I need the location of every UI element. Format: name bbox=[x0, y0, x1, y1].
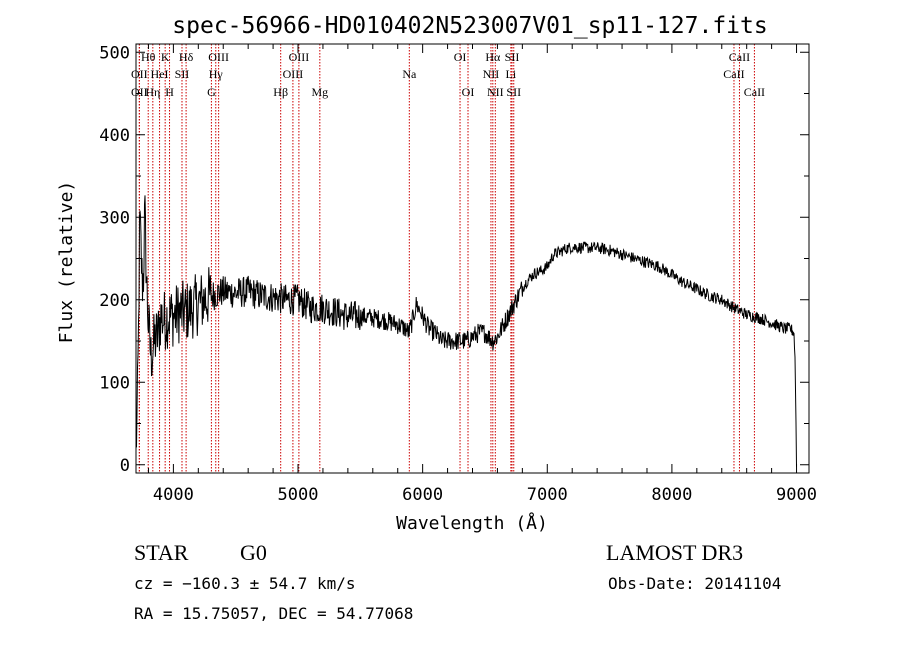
spectral-line-label: OI bbox=[462, 85, 475, 99]
spectral-line-label: SII bbox=[175, 67, 190, 81]
spectral-line-label: OIII bbox=[283, 67, 304, 81]
x-tick-label: 4000 bbox=[153, 485, 194, 505]
y-tick-label: 400 bbox=[99, 126, 130, 146]
x-axis-ticks: 4000 5000 6000 7000 8000 9000 bbox=[147, 44, 817, 505]
spectral-line-label: Li bbox=[506, 67, 517, 81]
y-axis-ticks: 0 100 200 300 400 500 bbox=[99, 43, 809, 476]
spectral-line-label: SII bbox=[505, 50, 520, 64]
spectral-line-label: OIII bbox=[289, 50, 310, 64]
y-tick-label: 100 bbox=[99, 373, 130, 393]
y-tick-label: 200 bbox=[99, 291, 130, 311]
spectral-line-label: Na bbox=[402, 67, 417, 81]
spectral-line-label: OIII bbox=[208, 50, 229, 64]
spectral-line-label: CaII bbox=[744, 85, 765, 99]
x-tick-label: 6000 bbox=[402, 485, 443, 505]
object-class: STAR bbox=[134, 540, 189, 565]
chart-title: spec-56966-HD010402N523007V01_sp11-127.f… bbox=[172, 13, 767, 39]
spectral-line-label: NII bbox=[487, 85, 504, 99]
x-tick-label: 5000 bbox=[278, 485, 319, 505]
y-tick-label: 0 bbox=[120, 456, 130, 476]
spectral-line-label: Hα bbox=[485, 50, 501, 64]
spectral-line-label: Hγ bbox=[209, 67, 224, 81]
survey-name: LAMOST DR3 bbox=[606, 540, 743, 565]
spectral-line-label: HeI bbox=[151, 67, 169, 81]
plot-frame bbox=[135, 43, 810, 474]
spectral-line-label: OI bbox=[454, 50, 467, 64]
coordinates: RA = 15.75057, DEC = 54.77068 bbox=[134, 604, 413, 623]
x-axis-label: Wavelength (Å) bbox=[396, 512, 548, 534]
spectral-line-label: OII bbox=[131, 85, 148, 99]
spectral-line-label: CaII bbox=[729, 50, 750, 64]
spectrum-line bbox=[135, 195, 797, 467]
y-tick-label: 500 bbox=[99, 43, 130, 63]
y-tick-label: 300 bbox=[99, 208, 130, 228]
spectral-line-label: NII bbox=[483, 67, 500, 81]
spectral-line-label: Hβ bbox=[273, 85, 288, 99]
spectral-line-label: Mg bbox=[311, 85, 328, 99]
x-tick-label: 8000 bbox=[651, 485, 692, 505]
spectral-line-label: CaII bbox=[723, 67, 744, 81]
spectral-line-label: H bbox=[165, 85, 174, 99]
spectral-line-label: Hδ bbox=[179, 50, 194, 64]
x-tick-label: 7000 bbox=[527, 485, 568, 505]
object-subclass: G0 bbox=[240, 540, 267, 565]
spectral-line-label: Hη bbox=[145, 85, 160, 99]
spectral-line-labels: Hθ K Hδ OIII OIII OI Hα SII CaII OII HeI SII Hγ OIII N… bbox=[131, 50, 765, 99]
spectral-line-label: G bbox=[207, 85, 216, 99]
spectral-line-label: Hθ bbox=[141, 50, 156, 64]
x-tick-label: 9000 bbox=[776, 485, 817, 505]
spectral-line-label: SII bbox=[506, 85, 521, 99]
spectral-line-markers bbox=[138, 44, 755, 473]
observation-date: Obs-Date: 20141104 bbox=[608, 574, 781, 593]
y-axis-label: Flux (relative) bbox=[56, 181, 77, 344]
spectral-line-label: K bbox=[161, 50, 170, 64]
redshift-velocity: cz = −160.3 ± 54.7 km/s bbox=[134, 574, 356, 593]
spectral-line-label: OII bbox=[131, 67, 148, 81]
